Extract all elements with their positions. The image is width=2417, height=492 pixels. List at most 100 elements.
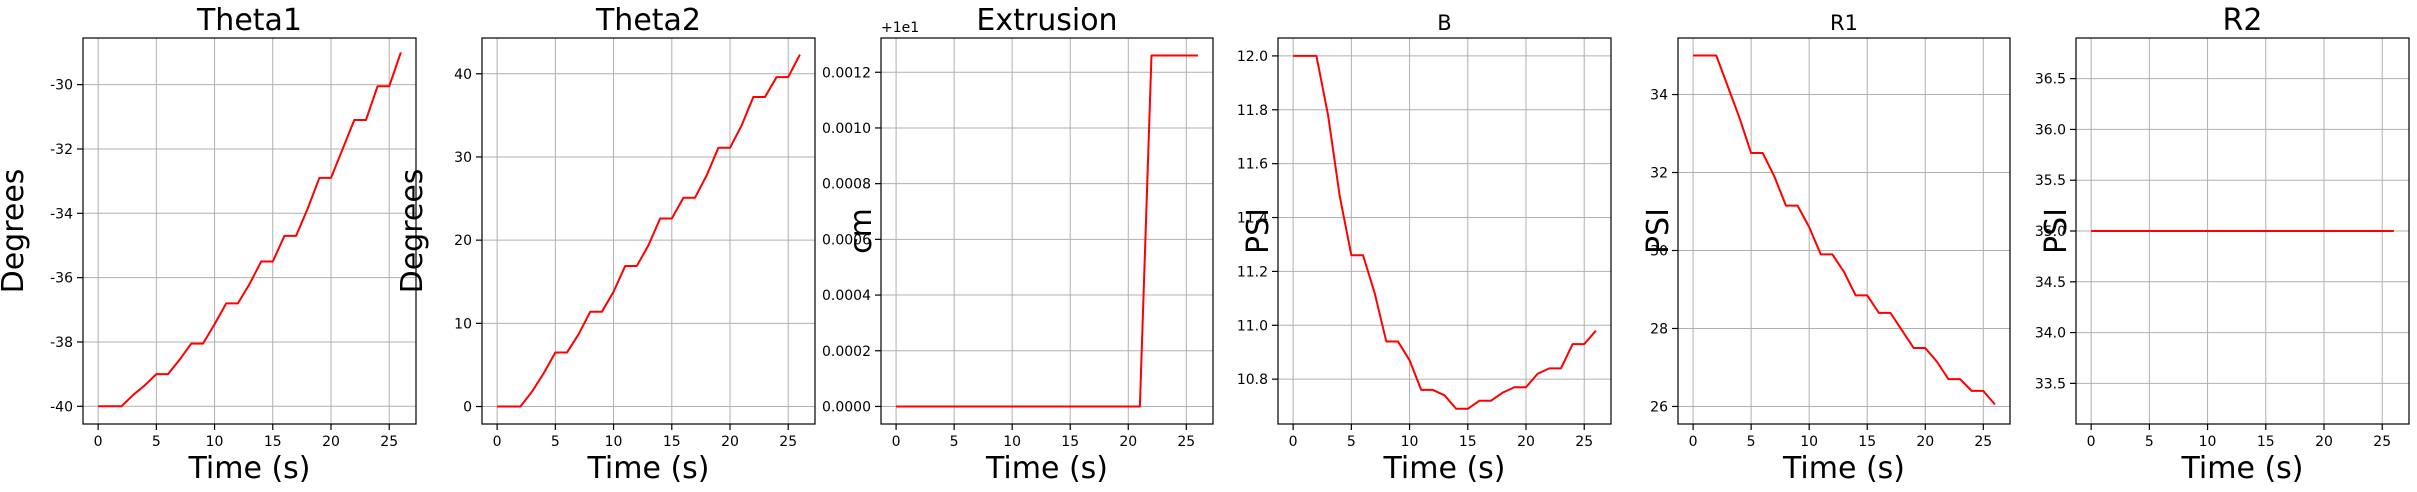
x-tick-label: 15 [1459,434,1477,450]
series-line [896,54,1198,408]
x-tick-label: 25 [380,434,398,450]
y-axis-label: PSI [2039,208,2074,254]
axis-offset-label: +1e1 [881,20,919,36]
y-tick-label: 11.0 [1237,318,1268,334]
y-tick-label: 35.5 [2035,173,2066,189]
x-tick-label: 15 [1061,434,1079,450]
y-tick-label: 0.0012 [822,65,871,81]
x-tick-label: 10 [605,434,623,450]
y-tick-label: 11.2 [1237,264,1268,280]
x-tick-label: 15 [2257,434,2275,450]
x-axis-label: Time (s) [985,451,1108,486]
chart-title: Theta2 [595,3,701,38]
x-axis-label: Time (s) [587,451,710,486]
x-tick-label: 10 [1003,434,1021,450]
y-tick-label: 26 [1650,399,1668,415]
y-tick-label: 11.4 [1237,211,1268,227]
series-line [98,52,402,408]
x-tick-label: 5 [152,434,161,450]
x-tick-label: 10 [2199,434,2217,450]
chart-panel-2: 0 5 10 15 20 25 0 10 20 30 40 Theta2 Time (s) Degrees [395,3,816,486]
y-tick-label: 28 [1650,321,1668,337]
x-tick-label: 25 [1177,434,1195,450]
y-tick-label: -40 [50,399,73,415]
y-tick-label: 20 [454,233,472,249]
x-tick-label: 5 [1347,434,1356,450]
plot-frame [481,37,816,425]
y-tick-label: 0.0010 [822,121,871,137]
plot-frame [880,37,1214,425]
y-tick-label: 10 [454,316,472,332]
y-tick-label: -34 [50,206,73,222]
chart-title: R1 [1830,11,1858,35]
chart-panel-6: 0 5 10 15 20 25 33.5 34.0 34.5 35.0 35.5 36.0 36.5 R2… [2035,3,2410,486]
y-tick-label: 0 [463,400,472,416]
y-tick-label: 11.6 [1237,157,1268,173]
y-axis-label: Degrees [0,169,31,294]
x-tick-label: 0 [2087,434,2096,450]
y-axis-label: PSI [1241,208,1276,254]
x-tick-label: 5 [1747,434,1756,450]
x-tick-label: 15 [663,434,681,450]
y-axis-label: Degrees [395,169,430,294]
chart-panel-4: 0 5 10 15 20 25 10.8 11.0 11.2 11.4 11.6 11.8 12.0 B T… [1237,11,1612,486]
x-axis-label: Time (s) [188,451,311,486]
y-axis-label: PSI [1641,208,1676,254]
x-tick-label: 0 [94,434,103,450]
chart-title: R2 [2223,3,2263,38]
y-tick-label: 34.5 [2035,275,2066,291]
x-tick-label: 0 [892,434,901,450]
chart-panel-1: 0 5 10 15 20 25 -40 -38 -36 -34 -32 -30 Theta1 Time (… [0,3,417,486]
chart-title: B [1437,11,1451,35]
y-tick-label: 36.5 [2035,72,2066,88]
series-line [497,54,801,408]
x-tick-label: 20 [1916,434,1934,450]
plot-frame [1677,37,2011,425]
x-tick-label: 10 [206,434,224,450]
plot-frame [1277,37,1612,425]
chart-panel-5: 0 5 10 15 20 25 26 28 30 32 34 R1 Time (s) PSI [1641,11,2011,486]
x-tick-label: 20 [721,434,739,450]
x-tick-label: 15 [264,434,282,450]
y-tick-label: -30 [50,78,73,94]
x-axis-label: Time (s) [2181,451,2304,486]
y-tick-label: -32 [50,142,73,158]
y-tick-label: 0.0000 [822,399,871,415]
y-tick-label: 32 [1650,166,1668,182]
x-tick-label: 25 [1974,434,1992,450]
y-tick-label: 35.0 [2035,224,2066,240]
x-tick-label: 25 [2373,434,2391,450]
y-tick-label: -36 [50,271,73,287]
x-tick-label: 20 [322,434,340,450]
plot-frame [82,37,417,425]
y-tick-label: 0.0004 [822,288,871,304]
y-tick-label: 0.0008 [822,177,871,193]
x-tick-label: 20 [2315,434,2333,450]
y-tick-label: 34 [1650,88,1668,104]
x-tick-label: 5 [2145,434,2154,450]
x-tick-label: 20 [1517,434,1535,450]
x-tick-label: 25 [1575,434,1593,450]
x-tick-label: 25 [779,434,797,450]
x-tick-label: 10 [1800,434,1818,450]
y-axis-label: cm [844,208,879,254]
x-axis-label: Time (s) [1383,451,1506,486]
y-tick-label: 33.5 [2035,376,2066,392]
y-tick-label: 36.0 [2035,122,2066,138]
y-tick-label: 30 [1650,243,1668,259]
y-tick-label: 40 [454,67,472,83]
y-tick-label: 0.0006 [822,232,871,248]
x-tick-label: 15 [1858,434,1876,450]
y-tick-label: -38 [50,335,73,351]
x-axis-label: Time (s) [1782,451,1905,486]
chart-panel-3: 0 5 10 15 20 25 0.0000 0.0002 0.0004 0.0006 0.0008… [822,3,1214,486]
x-tick-label: 5 [950,434,959,450]
series-line [1693,54,1996,406]
y-tick-label: 34.0 [2035,326,2066,342]
y-tick-label: 30 [454,150,472,166]
y-tick-label: 11.8 [1237,103,1268,119]
chart-title: Theta1 [196,3,302,38]
x-tick-label: 20 [1119,434,1137,450]
x-tick-label: 10 [1401,434,1419,450]
